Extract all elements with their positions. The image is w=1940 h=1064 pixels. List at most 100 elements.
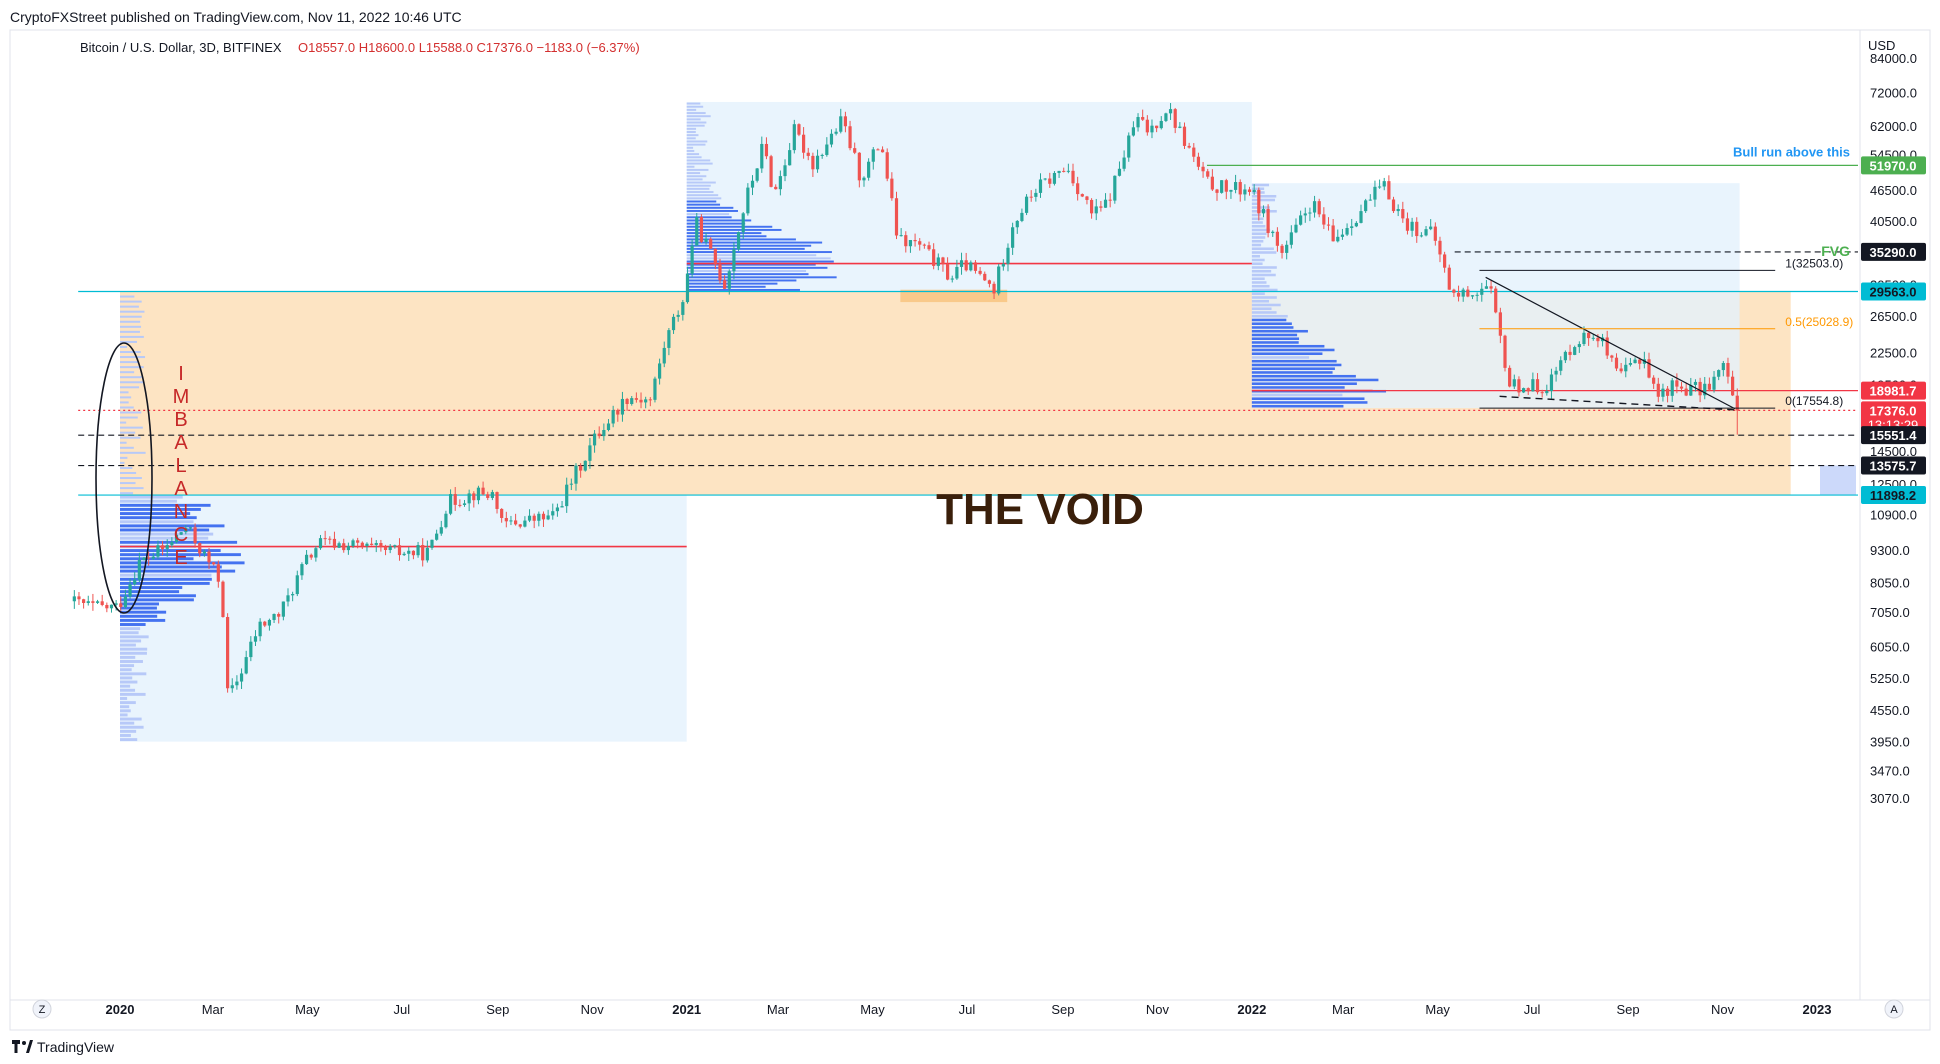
candle-body xyxy=(653,378,657,400)
profile-2022-bar xyxy=(1251,303,1281,307)
candle-body xyxy=(86,601,90,604)
candle-body xyxy=(1652,377,1656,384)
imbalance-letter: A xyxy=(174,478,188,500)
profile-2020-bar xyxy=(120,643,136,647)
candle-body xyxy=(639,399,643,403)
candle-body xyxy=(1438,240,1442,255)
candle-body xyxy=(1322,214,1326,225)
candle-body xyxy=(1559,360,1563,371)
x-tick-label: 2023 xyxy=(1803,1002,1832,1017)
candle-body xyxy=(1285,244,1289,253)
profile-2021-bar xyxy=(686,203,721,206)
candle-body xyxy=(1076,183,1080,195)
candle-body xyxy=(1405,218,1410,231)
profile-2021-bar xyxy=(686,200,717,203)
profile-2022-bar xyxy=(1251,258,1265,262)
candle-body xyxy=(1693,381,1698,385)
candle-body xyxy=(114,603,118,605)
candle-body xyxy=(983,273,987,281)
candle-body xyxy=(1591,337,1595,339)
candle-body xyxy=(137,559,141,580)
y-tick-label: 6050.0 xyxy=(1870,639,1910,654)
candle-body xyxy=(393,545,397,547)
price-tag-15551.4-label: 15551.4 xyxy=(1870,428,1918,443)
candle-body xyxy=(291,594,295,596)
candle-body xyxy=(318,538,323,549)
imbalance-profile-bar xyxy=(120,482,136,485)
candle-body xyxy=(760,143,764,169)
candle-body xyxy=(77,596,81,600)
candle-body xyxy=(1735,395,1739,411)
profile-2020-bar xyxy=(120,692,146,696)
profile-2020-bar xyxy=(120,507,201,511)
candle-body xyxy=(1689,384,1693,396)
candle-body xyxy=(486,494,490,498)
candle-body xyxy=(397,545,402,556)
candle-body xyxy=(370,543,374,545)
profile-2022-bar xyxy=(1251,397,1365,400)
y-tick-label: 62000.0 xyxy=(1870,119,1917,134)
zoom-button[interactable]: Z xyxy=(32,999,52,1019)
candle-body xyxy=(1080,194,1084,197)
imbalance-profile-bar xyxy=(120,471,137,474)
time-axis[interactable]: 2020 Mar May Jul Sep Nov 2021 Mar May Jul Sep Nov 20… xyxy=(106,1002,1832,1017)
price-tag-18981.7[interactable] xyxy=(1861,381,1926,400)
candle-body xyxy=(1698,381,1702,396)
candle-body xyxy=(922,244,926,246)
profile-2022-bar xyxy=(1251,202,1259,206)
descending-trendline[interactable] xyxy=(1485,276,1736,410)
tradingview-logo[interactable]: TradingView xyxy=(12,1039,115,1055)
tradingview-brand: TradingView xyxy=(37,1039,115,1055)
candle-body xyxy=(1447,267,1451,290)
candle-body xyxy=(91,601,95,603)
price-tag-29563.0[interactable] xyxy=(1861,282,1926,301)
profile-2020-bar xyxy=(120,713,128,717)
candle-body xyxy=(1220,180,1224,193)
auto-scale-button[interactable]: A xyxy=(1884,999,1904,1019)
candle-body xyxy=(885,152,889,179)
price-tag-51970.0[interactable] xyxy=(1861,156,1926,175)
candle-body xyxy=(1150,125,1154,133)
candle-body xyxy=(829,133,834,145)
profile-2022-bar xyxy=(1251,359,1337,363)
profile-2021-bar xyxy=(686,168,709,171)
candle-body xyxy=(574,465,578,484)
candle-body xyxy=(723,280,727,289)
profile-2022-bar xyxy=(1251,329,1308,333)
candle-body xyxy=(267,619,272,626)
candle-body xyxy=(834,131,838,134)
profile-2022-bar xyxy=(1251,337,1300,340)
price-tag-15551.4[interactable] xyxy=(1861,426,1926,445)
profile-2021-bar xyxy=(686,213,730,216)
imbalance-profile-bar xyxy=(120,295,135,298)
candle-body xyxy=(1201,166,1205,172)
price-tag-11898.2[interactable] xyxy=(1861,486,1926,505)
price-tag-35290.0[interactable] xyxy=(1861,242,1926,261)
price-tag-13575.7[interactable] xyxy=(1861,456,1926,475)
candle-body xyxy=(941,257,945,265)
candle-body xyxy=(801,134,806,153)
candle-body xyxy=(383,546,388,551)
candle-body xyxy=(1271,231,1275,234)
candle-body xyxy=(727,271,731,289)
candle-body xyxy=(356,540,360,543)
candle-body xyxy=(1512,379,1516,387)
candle-body xyxy=(880,149,885,153)
y-tick-label: 84000.0 xyxy=(1870,51,1917,66)
profile-2022-bar xyxy=(1251,206,1270,209)
candles xyxy=(72,103,1739,693)
price-tag-17376.0[interactable] xyxy=(1861,401,1926,434)
candle-body xyxy=(1308,212,1312,214)
imbalance-profile-bar xyxy=(120,330,140,333)
candle-body xyxy=(1350,226,1354,229)
lower-dashed-trendline[interactable] xyxy=(1499,395,1739,411)
candle-body xyxy=(82,599,86,604)
candle-body xyxy=(820,154,824,156)
y-tick-label: 3070.0 xyxy=(1870,791,1910,806)
imbalance-profile-bar xyxy=(120,345,128,348)
candle-body xyxy=(1247,189,1252,193)
profile-2020-bar xyxy=(120,602,159,606)
candle-body xyxy=(839,116,843,132)
candle-body xyxy=(509,520,513,522)
